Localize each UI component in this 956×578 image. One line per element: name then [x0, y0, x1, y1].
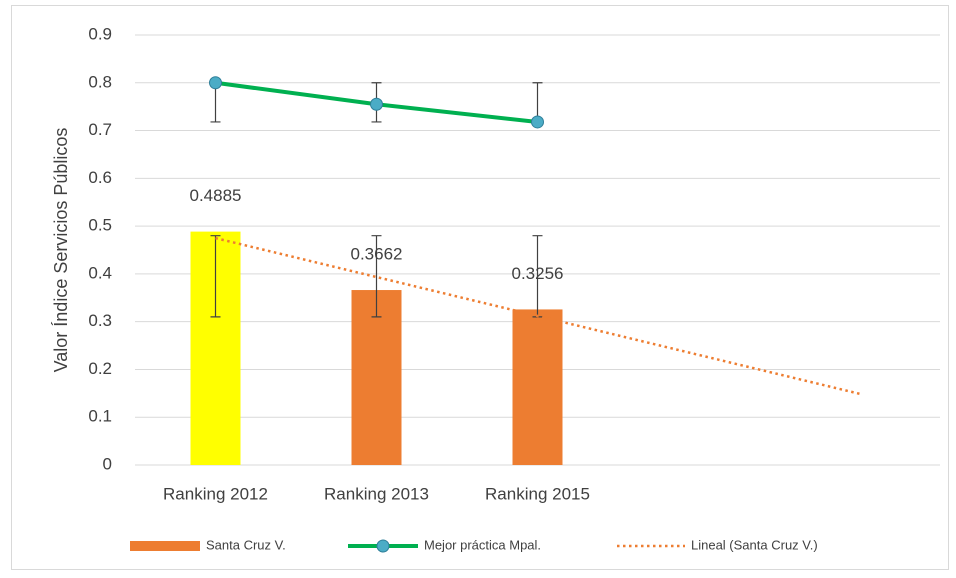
data-label: 0.4885 [190, 186, 242, 205]
marker [370, 97, 383, 111]
y-tick-label: 0.8 [88, 72, 112, 91]
bar [351, 290, 402, 465]
marker [209, 76, 222, 90]
y-tick-label: 0.1 [88, 407, 112, 426]
bar [512, 309, 563, 465]
chart-border [11, 5, 949, 570]
y-axis-label: Valor Índice Servicios Públicos [51, 128, 71, 373]
y-tick-label: 0.5 [88, 216, 112, 235]
y-tick-label: 0.3 [88, 311, 112, 330]
legend-swatch [130, 541, 200, 551]
x-tick-label: Ranking 2013 [324, 484, 429, 503]
error-bar [371, 235, 382, 318]
x-tick-label: Ranking 2012 [163, 484, 268, 503]
y-tick-label: 0 [103, 454, 112, 473]
y-tick-label: 0.6 [88, 168, 112, 187]
x-tick-label: Ranking 2015 [485, 484, 590, 503]
legend-label: Mejor práctica Mpal. [424, 537, 541, 552]
y-tick-label: 0.2 [88, 359, 112, 378]
marker [531, 115, 544, 129]
error-bar [210, 235, 221, 318]
y-tick-label: 0.7 [88, 120, 112, 139]
data-label: 0.3256 [512, 264, 564, 283]
data-label: 0.3662 [351, 245, 403, 264]
legend-marker [376, 539, 390, 553]
y-tick-label: 0.9 [88, 24, 112, 43]
legend-label: Santa Cruz V. [206, 537, 286, 552]
y-tick-label: 0.4 [88, 263, 112, 282]
legend-label: Lineal (Santa Cruz V.) [691, 537, 818, 552]
trendline [215, 236, 860, 395]
